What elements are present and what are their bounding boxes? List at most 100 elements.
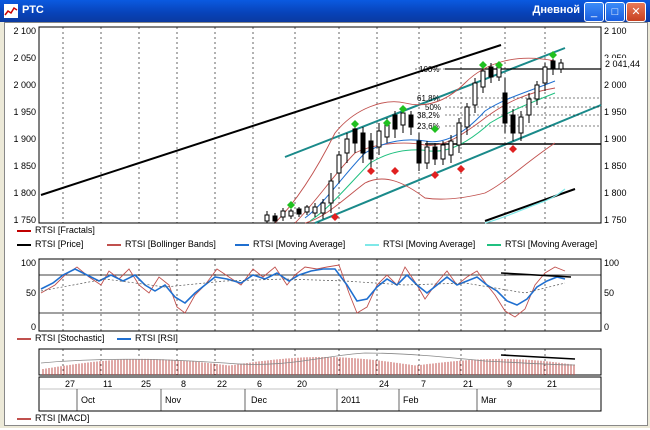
time-axis	[38, 376, 602, 412]
price-tick: 1 950	[13, 107, 36, 117]
price-tick: 2 000	[13, 80, 36, 90]
price-tick: 2 050	[13, 53, 36, 63]
price-tick: 1 950	[604, 107, 627, 117]
chart-area[interactable]: 2 100 2 050 2 000 1 950 1 900 1 850 1 80…	[4, 22, 648, 426]
time-axis-days: 27 11 25 8 22 6 20 24 7 21 9 21	[65, 379, 557, 389]
fib-label: 38,2%	[417, 111, 440, 120]
price-tick: 1 800	[13, 188, 36, 198]
legend-stochastic[interactable]: RTSI [Stochastic]	[17, 333, 104, 343]
price-tick: 1 800	[604, 188, 627, 198]
legend-rsi-label: RTSI [RSI]	[135, 333, 178, 343]
price-tick: 1 750	[604, 215, 627, 225]
bollinger-bands	[274, 57, 556, 224]
oscillator-panel[interactable]	[38, 258, 602, 332]
month-label: Feb	[403, 395, 419, 405]
chart-canvas[interactable]: 2 100 2 050 2 000 1 950 1 900 1 850 1 80…	[5, 23, 647, 425]
last-price-label: 2 041,44	[605, 59, 640, 69]
legend-rsi[interactable]: RTSI [RSI]	[117, 333, 178, 343]
maximize-button[interactable]: □	[605, 2, 625, 22]
osc-trendline	[500, 272, 572, 278]
rsi-swatch	[117, 337, 131, 340]
fractal-markers	[287, 51, 557, 221]
close-button[interactable]: ✕	[626, 2, 646, 22]
legend-bollinger[interactable]: RTSI [Bollinger Bands]	[107, 239, 216, 249]
price-axis-right: 2 100 2 050 2 000 1 950 1 900 1 850 1 80…	[604, 26, 627, 225]
price-tick: 2 100	[604, 26, 627, 36]
bollinger-swatch	[107, 243, 121, 246]
osc-axis-right: 100 50 0	[604, 258, 619, 332]
osc-axis-left: 100 50 0	[21, 258, 36, 332]
day-label: 8	[181, 379, 186, 389]
osc-signal-line	[40, 278, 566, 294]
minimize-button[interactable]: _	[584, 2, 604, 22]
osc-tick: 0	[604, 322, 609, 332]
legend-price-label: RTSI [Price]	[35, 239, 84, 249]
month-label: 2011	[341, 395, 360, 405]
vertical-grid	[62, 27, 546, 375]
time-axis-months: Oct Nov Dec 2011 Feb Mar	[81, 395, 497, 405]
ma-blue-swatch	[235, 243, 249, 246]
last-price-box	[602, 58, 644, 69]
fib-label: 50%	[425, 103, 441, 112]
stochastic-line	[40, 264, 566, 318]
price-tick: 1 900	[13, 134, 36, 144]
rsi-line	[40, 268, 566, 306]
month-separators	[76, 389, 478, 411]
day-label: 22	[217, 379, 227, 389]
legend-macd[interactable]: RTSI [MACD]	[17, 413, 89, 423]
day-label: 21	[547, 379, 557, 389]
month-label: Mar	[481, 395, 497, 405]
legend-bollinger-label: RTSI [Bollinger Bands]	[125, 239, 216, 249]
macd-swatch	[17, 417, 31, 420]
osc-tick: 100	[21, 258, 36, 268]
day-label: 11	[103, 379, 112, 389]
legend-ma3-label: RTSI [Moving Average]	[505, 239, 598, 249]
lower-trendline	[484, 188, 576, 222]
price-legend: RTSI [Fractals] RTSI [Price] RTSI [Bolli…	[17, 225, 637, 257]
price-tick: 1 900	[604, 134, 627, 144]
day-label: 6	[257, 379, 262, 389]
day-label: 21	[463, 379, 473, 389]
legend-ma-cyan[interactable]: RTSI [Moving Average]	[365, 239, 475, 249]
price-tick: 2 100	[13, 26, 36, 36]
legend-fractals[interactable]: RTSI [Fractals]	[17, 225, 95, 235]
day-label: 24	[379, 379, 389, 389]
day-label: 20	[297, 379, 307, 389]
osc-tick: 50	[604, 288, 614, 298]
long-trendline	[40, 44, 502, 196]
candlesticks	[264, 59, 564, 223]
fib-label: 23,6%	[417, 122, 440, 131]
price-tick: 2 000	[604, 80, 627, 90]
chart-app-icon	[4, 4, 18, 18]
macd-legend: RTSI [MACD]	[17, 413, 217, 425]
fib-label: 100%	[419, 65, 439, 74]
legend-price[interactable]: RTSI [Price]	[17, 239, 83, 249]
day-label: 25	[141, 379, 151, 389]
stochastic-swatch	[17, 337, 31, 340]
osc-legend: RTSI [Stochastic] RTSI [RSI]	[17, 333, 317, 347]
title-bar[interactable]: РТС Дневной _ □ ✕	[0, 0, 650, 22]
day-label: 9	[507, 379, 512, 389]
legend-stochastic-label: RTSI [Stochastic]	[35, 333, 105, 343]
legend-macd-label: RTSI [MACD]	[35, 413, 90, 423]
price-tick: 1 850	[13, 161, 36, 171]
macd-line	[40, 352, 576, 366]
macd-histogram	[42, 357, 575, 375]
period-label: Дневной	[532, 4, 581, 16]
osc-tick: 100	[604, 258, 619, 268]
legend-ma1-label: RTSI [Moving Average]	[253, 239, 346, 249]
day-label: 27	[65, 379, 75, 389]
price-swatch	[17, 243, 31, 246]
legend-fractals-label: RTSI [Fractals]	[35, 225, 95, 235]
osc-tick: 0	[31, 322, 36, 332]
ma-cyan-swatch	[365, 243, 379, 246]
macd-trendline	[500, 354, 576, 360]
legend-ma-green[interactable]: RTSI [Moving Average]	[487, 239, 597, 249]
month-label: Dec	[251, 395, 268, 405]
price-tick: 1 850	[604, 161, 627, 171]
fib-label: 61,8%	[417, 94, 440, 103]
ma-green-swatch	[487, 243, 501, 246]
fractals-swatch	[17, 229, 31, 232]
price-tick: 1 750	[13, 215, 36, 225]
legend-ma-blue[interactable]: RTSI [Moving Average]	[235, 239, 345, 249]
